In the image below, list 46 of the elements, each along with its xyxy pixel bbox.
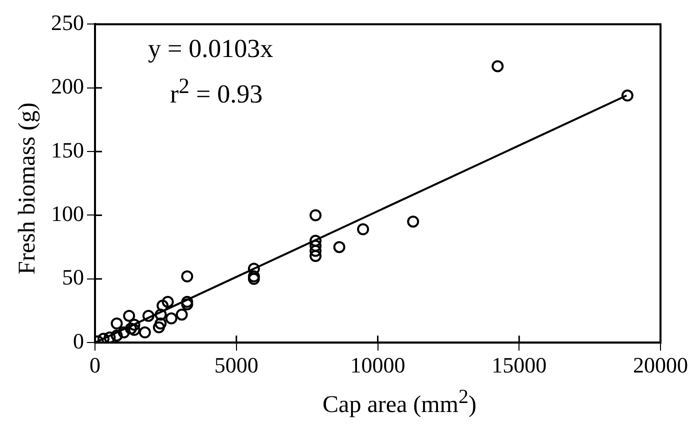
y-tick-label: 150: [51, 137, 84, 162]
point: [176, 308, 188, 321]
y-tick-label: 50: [62, 264, 84, 290]
point: [152, 321, 165, 334]
y-tick-label: 100: [51, 201, 84, 226]
point: [248, 272, 260, 285]
annotation: y = 0.0103x: [148, 34, 274, 64]
point: [310, 234, 322, 247]
y-tick-label: 200: [51, 74, 84, 99]
point: [138, 326, 151, 338]
x-tick-label: 0: [90, 352, 100, 378]
point: [181, 270, 194, 282]
point: [357, 223, 370, 236]
point: [162, 296, 174, 308]
point: [110, 330, 123, 342]
point: [310, 244, 322, 257]
x-tick-label: 15000: [492, 352, 547, 378]
annotation: r$^{2}$ = 0.93: [170, 74, 263, 110]
point: [310, 209, 322, 222]
point: [124, 322, 137, 335]
point: [248, 262, 260, 275]
point: [154, 308, 167, 321]
x-tick-label: 5000: [214, 352, 258, 378]
point: [310, 240, 322, 252]
point: [492, 60, 504, 72]
y-tick-label: 250: [51, 10, 84, 35]
point: [118, 326, 130, 338]
point: [165, 312, 178, 324]
point: [310, 250, 322, 262]
y-tick-label: 0: [73, 328, 84, 354]
x-tick-label: 20000: [633, 352, 688, 378]
x-tick-label: 10000: [350, 352, 406, 378]
point: [407, 216, 420, 228]
point: [142, 310, 154, 322]
y-axis-title: Fresh biomass (g): [14, 102, 42, 274]
point: [128, 318, 140, 331]
point: [156, 300, 169, 312]
x-axis-title: Cap area (mm$^{2}$): [322, 386, 478, 419]
point: [181, 296, 194, 308]
point: [154, 317, 167, 330]
point: [248, 270, 260, 282]
point: [181, 298, 194, 310]
point: [123, 310, 136, 322]
point: [621, 90, 634, 102]
point: [110, 317, 123, 330]
point: [333, 241, 346, 254]
